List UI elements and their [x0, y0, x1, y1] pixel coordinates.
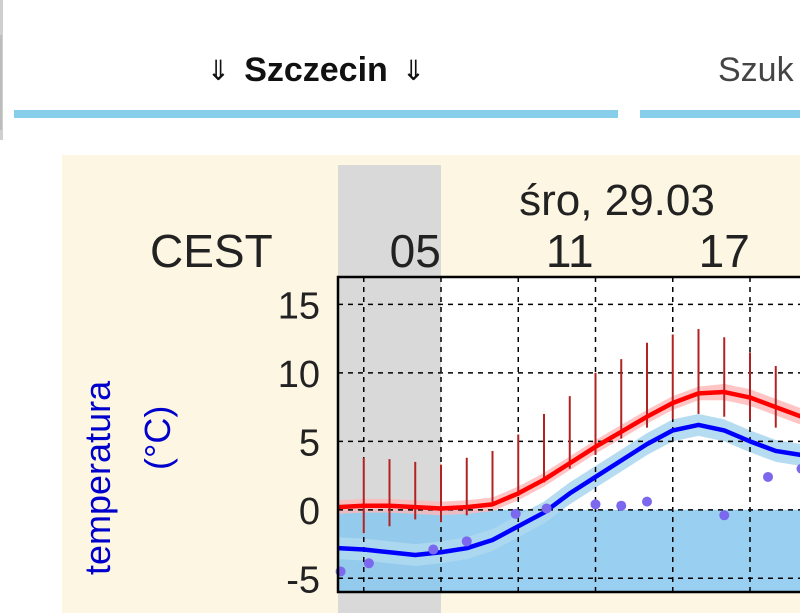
temperature-line	[337, 389, 800, 511]
tab-city-underline	[14, 110, 618, 118]
data-point	[642, 496, 652, 507]
tab-search-label: Szuk	[718, 50, 794, 89]
date-label: śro, 29.03	[519, 176, 715, 225]
data-point	[461, 536, 472, 547]
y-tick-label: 5	[299, 422, 320, 464]
y-tick-label: 10	[278, 354, 320, 396]
data-point	[796, 463, 800, 474]
data-point	[719, 510, 730, 521]
tab-search-underline	[640, 110, 800, 118]
data-point	[763, 471, 774, 482]
x-tick-label: 11	[546, 225, 594, 277]
plot-frame	[336, 275, 800, 594]
tab-city-label: Szczecin	[244, 50, 388, 89]
data-point	[541, 503, 552, 514]
left-edge-divider	[0, 35, 2, 130]
x-tick-label: 17	[699, 225, 750, 277]
y-tick-label: 15	[278, 285, 320, 327]
x-tick-label: 05	[390, 225, 441, 277]
tab-city-szczecin[interactable]: ⇓ Szczecin ⇓	[14, 40, 618, 100]
data-point	[510, 508, 521, 519]
y-axis-unit-label: (°C)	[137, 406, 178, 470]
y-tick-label: -5	[286, 559, 320, 601]
data-point	[590, 499, 601, 510]
double-down-arrow-icon: ⇓	[206, 53, 231, 87]
tab-search[interactable]: Szuk	[640, 40, 800, 100]
double-down-arrow-icon: ⇓	[401, 53, 426, 87]
top-tab-bar: ⇓ Szczecin ⇓ Szuk	[0, 0, 800, 140]
y-axis-label: temperatura	[77, 380, 118, 575]
y-tick-label: 0	[299, 491, 320, 533]
dew-point-line	[337, 422, 800, 558]
dew-point-spread	[338, 413, 800, 566]
data-point	[363, 558, 374, 569]
data-point	[428, 544, 439, 555]
timezone-label: CEST	[150, 225, 273, 277]
temperature-chart: 15 10 5 0 -5 05 11 17 śro, 29.03 CEST temperatu…	[62, 155, 800, 613]
data-point	[616, 500, 627, 511]
